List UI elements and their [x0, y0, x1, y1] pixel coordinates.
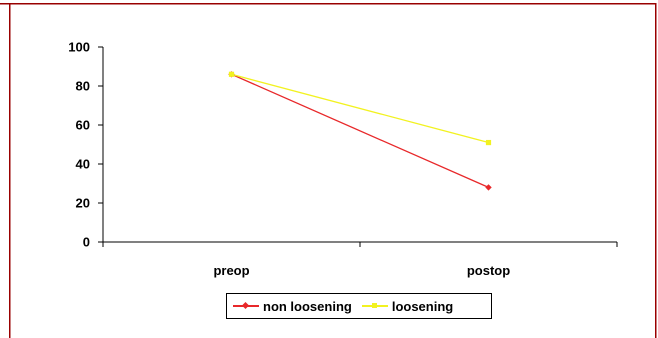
y-tick-label: 100 — [68, 40, 90, 55]
series-line-loosening — [231, 73, 489, 144]
y-tick-label: 40 — [76, 157, 90, 172]
legend-label-loosening: loosening — [391, 298, 454, 314]
x-category-label: postop — [467, 263, 510, 278]
data-point-loosening — [228, 71, 235, 77]
legend-swatch-non-loosening — [233, 300, 259, 312]
y-tick-label: 80 — [76, 79, 90, 94]
legend-label-non-loosening: non loosening — [263, 298, 352, 314]
legend-item-loosening: loosening — [361, 298, 454, 314]
x-category-label: preop — [213, 263, 249, 278]
data-point-loosening — [485, 139, 492, 146]
series-line-non-loosening — [231, 73, 489, 188]
legend-swatch-loosening — [361, 300, 388, 312]
chart-legend: non loosening loosening — [226, 293, 492, 319]
y-tick-label: 60 — [76, 118, 90, 133]
y-tick-label: 20 — [76, 196, 90, 211]
data-point-non-loosening — [485, 184, 492, 191]
legend-item-non-loosening: non loosening — [233, 299, 352, 314]
y-tick-label: 0 — [83, 235, 90, 250]
